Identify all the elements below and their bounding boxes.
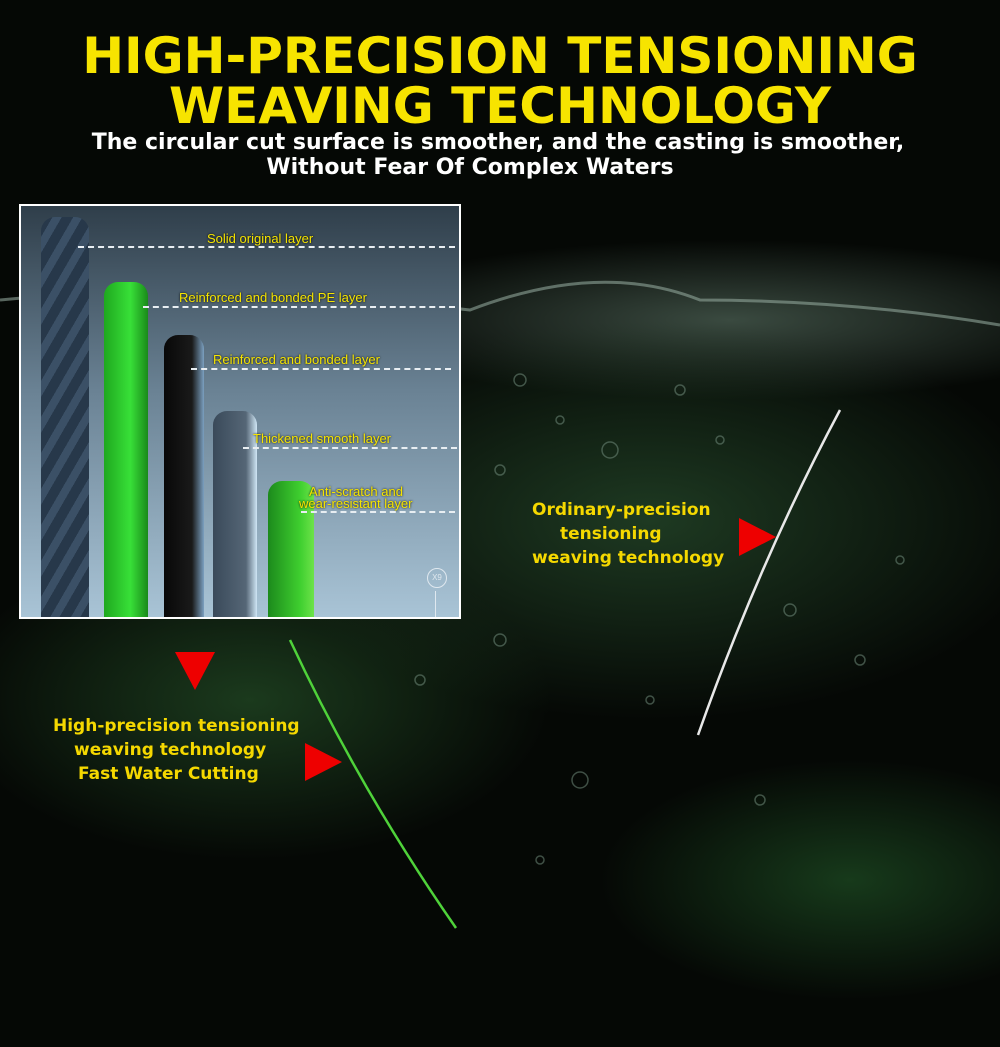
high-precision-line [288,639,458,929]
dashed-line [301,511,455,513]
layer-diagram: Solid original layer Reinforced and bond… [19,204,461,619]
arrow-down-icon [175,652,215,690]
arrow-right-icon [739,518,776,556]
ordinary-caption-3: weaving technology [532,548,725,568]
layer-label: Reinforced and bonded layer [213,352,380,367]
dashed-line [243,447,457,449]
subtitle-line-2: Without Fear Of Complex Waters [266,155,674,180]
title-line-1: HIGH-PRECISION TENSIONING [82,27,918,85]
x9-badge: X9 [427,568,447,588]
black-rod [164,335,204,617]
high-caption-3: Fast Water Cutting [78,764,259,784]
high-caption-1: High-precision tensioning [53,716,300,736]
layer-label: wear-resistant layer [299,496,413,511]
dashed-line [191,368,451,370]
high-caption-2: weaving technology [74,740,267,760]
green-outer-rod [268,481,314,617]
badge-line [435,591,436,617]
title-line-2: WEAVING TECHNOLOGY [168,77,832,135]
braided-core-rod [41,217,89,617]
bubbles [414,373,905,865]
dashed-line [143,306,455,308]
green-pe-rod [104,282,148,617]
ordinary-caption-1: Ordinary-precision [532,500,711,520]
layer-label: Thickened smooth layer [253,431,392,446]
layer-label: Solid original layer [207,231,314,246]
layer-label: Reinforced and bonded PE layer [179,290,367,305]
layer-label: Anti-scratch and [309,484,403,499]
arrow-right-icon [305,743,342,781]
dashed-line [78,246,455,248]
subtitle-line-1: The circular cut surface is smoother, an… [91,130,905,155]
ordinary-line [696,409,842,736]
ordinary-caption-2: tensioning [560,524,662,544]
grey-rod [213,411,257,617]
